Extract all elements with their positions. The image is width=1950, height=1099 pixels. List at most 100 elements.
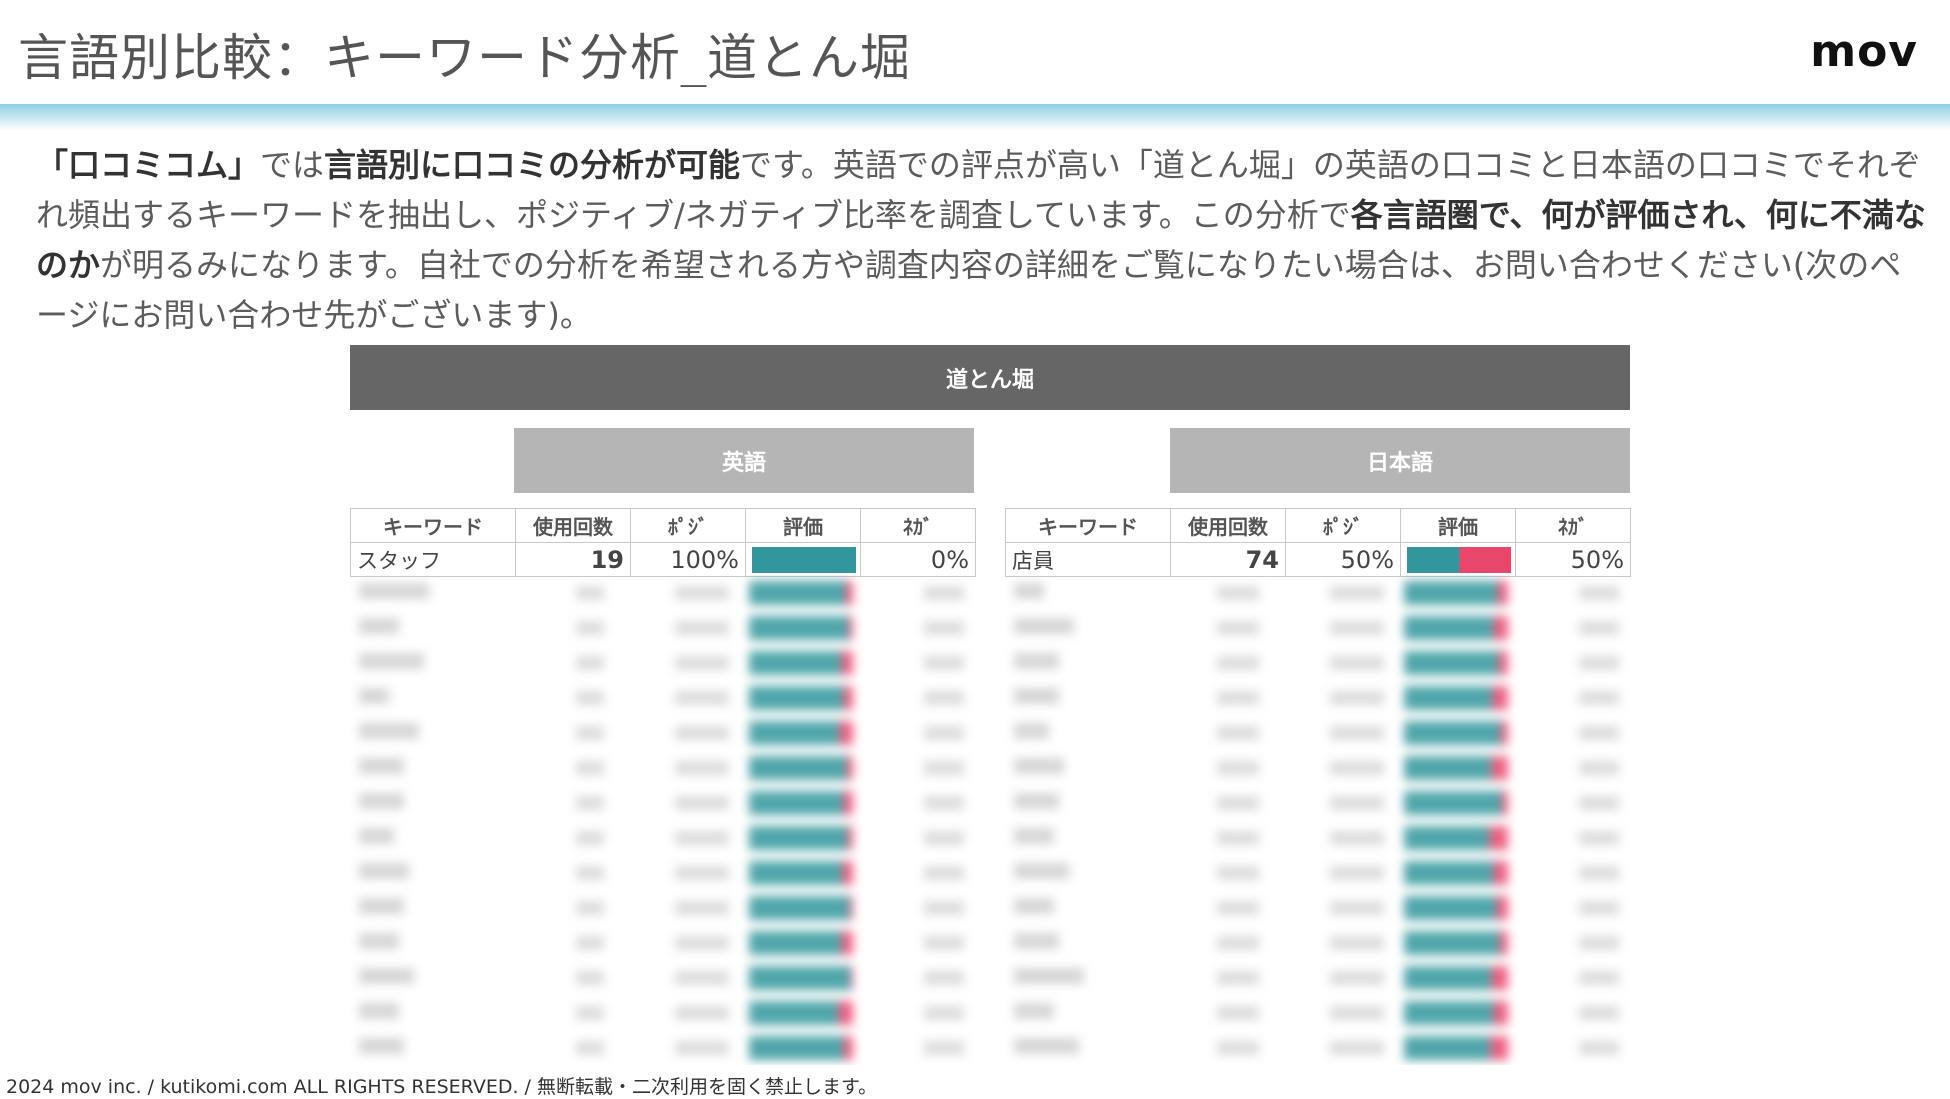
blurred-rating <box>739 685 864 710</box>
blurred-row <box>1000 820 1640 855</box>
blurred-negative <box>864 900 974 915</box>
col-keyword: キーワード <box>1005 508 1171 543</box>
blurred-negative <box>1519 1005 1629 1020</box>
count-cell: 19 <box>515 542 631 577</box>
blurred-rows-container <box>345 575 985 1065</box>
blurred-count <box>489 830 614 845</box>
blurred-keyword <box>1000 1002 1144 1023</box>
blurred-positive <box>614 865 739 880</box>
blurred-rating <box>1394 930 1519 955</box>
blurred-positive <box>1269 655 1394 670</box>
blurred-positive <box>614 760 739 775</box>
page-title: 言語別比較：キーワード分析_道とん堀 <box>18 29 911 87</box>
blurred-negative <box>1519 585 1629 600</box>
blurred-rating <box>739 895 864 920</box>
blurred-count <box>1144 1040 1269 1055</box>
blurred-rows-container <box>1000 575 1640 1065</box>
blurred-row <box>345 610 985 645</box>
blurred-count <box>1144 620 1269 635</box>
blurred-positive <box>614 970 739 985</box>
blurred-count <box>489 655 614 670</box>
blurred-positive <box>1269 970 1394 985</box>
blurred-count <box>489 900 614 915</box>
blurred-rating <box>1394 580 1519 605</box>
col-positive: ﾎﾟｼﾞ <box>630 508 746 543</box>
lead-segment: 言語別に口コミの分析が可能 <box>324 146 741 184</box>
blurred-negative <box>1519 865 1629 880</box>
blurred-positive <box>1269 690 1394 705</box>
col-count: 使用回数 <box>515 508 631 543</box>
blurred-row <box>1000 610 1640 645</box>
blurred-row <box>1000 855 1640 890</box>
positive-bar-segment <box>752 546 856 573</box>
negative-cell: 50% <box>1515 542 1631 577</box>
blurred-negative <box>864 1040 974 1055</box>
negative-cell: 0% <box>860 542 976 577</box>
blurred-count <box>489 725 614 740</box>
blurred-count <box>1144 655 1269 670</box>
blurred-rating <box>739 965 864 990</box>
blurred-rating <box>739 790 864 815</box>
blurred-rating <box>1394 1000 1519 1025</box>
positive-cell: 100% <box>630 542 746 577</box>
blurred-row <box>345 1030 985 1065</box>
english-header: 英語 <box>514 428 974 493</box>
blurred-keyword <box>1000 967 1144 988</box>
english-keyword-table: キーワード 使用回数 ﾎﾟｼﾞ 評価 ﾈｶﾞ スタッフ 19 100% 0% <box>350 508 976 577</box>
col-rating: 評価 <box>745 508 861 543</box>
blurred-rating <box>1394 790 1519 815</box>
positive-bar-segment <box>1407 546 1459 573</box>
blurred-keyword <box>345 792 489 813</box>
japanese-blurred-rows <box>1000 575 1640 1065</box>
blurred-negative <box>1519 900 1629 915</box>
blurred-rating <box>1394 860 1519 885</box>
blurred-positive <box>614 1005 739 1020</box>
blurred-rating <box>1394 720 1519 745</box>
blurred-positive <box>614 935 739 950</box>
blurred-positive <box>1269 620 1394 635</box>
blurred-negative <box>1519 970 1629 985</box>
blurred-positive <box>614 620 739 635</box>
blurred-count <box>1144 900 1269 915</box>
blurred-row <box>1000 715 1640 750</box>
blurred-count <box>1144 935 1269 950</box>
col-count: 使用回数 <box>1170 508 1286 543</box>
blurred-negative <box>864 795 974 810</box>
blurred-negative <box>864 690 974 705</box>
blurred-keyword <box>1000 1037 1144 1058</box>
blurred-keyword <box>1000 617 1144 638</box>
blurred-positive <box>1269 585 1394 600</box>
japanese-header: 日本語 <box>1170 428 1630 493</box>
english-blurred-rows <box>345 575 985 1065</box>
blurred-positive <box>1269 760 1394 775</box>
blurred-positive <box>614 900 739 915</box>
blurred-keyword <box>1000 827 1144 848</box>
blurred-keyword <box>1000 722 1144 743</box>
blurred-row <box>345 820 985 855</box>
blurred-negative <box>864 865 974 880</box>
blurred-rating <box>1394 965 1519 990</box>
lead-segment: では <box>260 146 325 184</box>
blurred-count <box>489 795 614 810</box>
positive-cell: 50% <box>1285 542 1401 577</box>
blurred-count <box>489 585 614 600</box>
header-accent-bar <box>0 104 1950 130</box>
blurred-rating <box>739 720 864 745</box>
blurred-rating <box>1394 650 1519 675</box>
blurred-count <box>489 1005 614 1020</box>
blurred-rating <box>1394 825 1519 850</box>
keyword-cell: 店員 <box>1005 542 1171 577</box>
blurred-keyword <box>1000 792 1144 813</box>
blurred-count <box>1144 970 1269 985</box>
blurred-keyword <box>345 827 489 848</box>
blurred-keyword <box>1000 687 1144 708</box>
table-row: スタッフ 19 100% 0% <box>350 542 976 577</box>
blurred-count <box>489 760 614 775</box>
lead-segment: 各言語圏で、何が評価され、何に不満なのか <box>36 196 1926 284</box>
blurred-negative <box>864 830 974 845</box>
blurred-negative <box>864 620 974 635</box>
blurred-rating <box>739 650 864 675</box>
blurred-keyword <box>1000 932 1144 953</box>
blurred-row <box>345 995 985 1030</box>
blurred-keyword <box>345 1037 489 1058</box>
